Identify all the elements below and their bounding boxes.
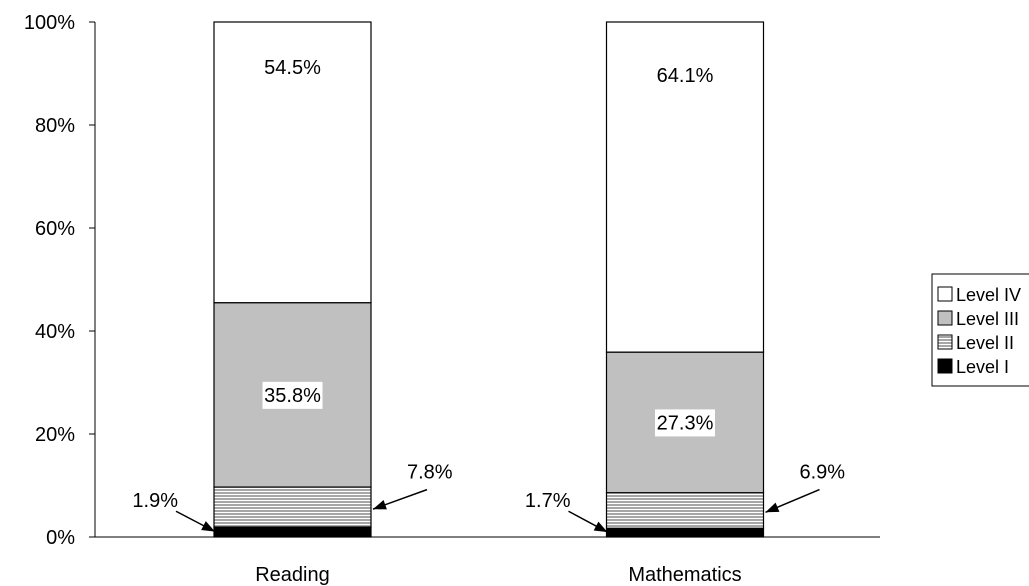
y-tick-label: 60% (35, 218, 75, 240)
data-label-mathematics-level-iv-bg (655, 61, 715, 89)
arrowhead-reading-level-i (201, 521, 215, 532)
data-label-mathematics-level-iii: 27.3% (655, 409, 715, 437)
legend-label-level-ii: Level II (956, 333, 1014, 353)
bars (213, 21, 765, 538)
data-label-reading-level-ii: 7.8% (407, 462, 453, 484)
arrowhead-mathematics-level-i (593, 521, 608, 533)
legend-label-level-iv: Level IV (956, 285, 1021, 305)
legend-label-level-iii: Level III (956, 309, 1019, 329)
data-label-mathematics-level-iv: 64.1% (655, 61, 715, 89)
data-label-mathematics-level-i: 1.7% (525, 490, 571, 512)
legend-swatch-level-iv (937, 286, 953, 302)
data-label-reading-level-iii-text: 35.8% (264, 385, 321, 407)
arrowhead-reading-level-ii (373, 500, 387, 510)
y-tick-label: 40% (35, 321, 75, 343)
x-category-label: Mathematics (628, 564, 741, 586)
data-label-reading-level-iv-text: 54.5% (264, 57, 321, 79)
data-label-mathematics-level-iv-text: 64.1% (657, 65, 714, 87)
bar-segment-mathematics-level-ii (605, 492, 765, 529)
bar-segment-mathematics-level-i (605, 527, 765, 538)
legend-swatch-level-i (937, 358, 953, 374)
data-label-reading-level-iv-bg (262, 53, 323, 81)
arrowhead-mathematics-level-ii (765, 502, 780, 513)
legend-swatch-level-iii (937, 310, 953, 326)
bar-segment-reading-level-i (213, 526, 372, 538)
data-label-reading-level-iii: 35.8% (262, 381, 323, 409)
x-category-label: Reading (255, 564, 330, 586)
y-tick-label: 20% (35, 424, 75, 446)
data-labels: 35.8% 54.5% 1.9% 7.8% 27.3% 64.1% 1.7% 6.9% (132, 53, 846, 533)
legend-swatch-level-ii (937, 334, 953, 350)
data-label-mathematics-level-iii-bg (655, 409, 715, 437)
legend-label-level-i: Level I (956, 357, 1009, 377)
bar-segment-reading-level-ii (213, 486, 372, 528)
data-label-reading-level-i: 1.9% (132, 490, 178, 512)
data-label-reading-level-iv: 54.5% (262, 53, 323, 81)
data-label-reading-level-iii-bg (262, 381, 323, 409)
y-tick-label: 0% (46, 527, 75, 549)
data-label-mathematics-level-iii-text: 27.3% (657, 412, 714, 434)
y-tick-label: 100% (24, 12, 75, 34)
data-label-mathematics-level-ii: 6.9% (800, 462, 846, 484)
y-tick-label: 80% (35, 115, 75, 137)
legend: Level IV Level III Level II Level I (931, 273, 1029, 387)
